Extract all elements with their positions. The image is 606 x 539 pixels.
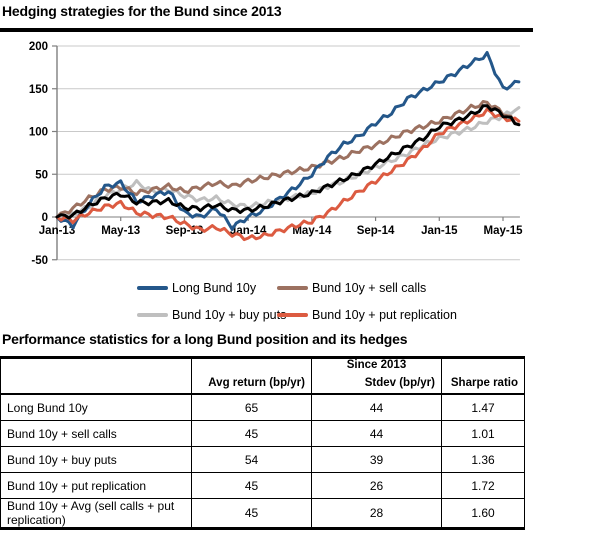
y-axis-label: 0 [42, 212, 48, 224]
strategy-label-cell: Bund 10y + sell calls [0, 420, 192, 447]
table-title: Performance statistics for a long Bund p… [2, 331, 408, 347]
series-line-bund-10y-buy-puts [55, 106, 521, 220]
strategy-label-cell: Bund 10y + put replication [0, 472, 192, 499]
x-axis-label: Sep-14 [357, 225, 395, 237]
table-row: Bund 10y + buy puts 54 39 1.36 [0, 446, 525, 473]
table-row: Bund 10y + put replication 45 26 1.72 [0, 472, 525, 499]
value-cell: 39 [311, 446, 442, 473]
y-axis-label: -50 [31, 255, 48, 267]
x-axis-label: Jan-13 [39, 225, 75, 237]
chart-legend: Long Bund 10y Bund 10y + sell calls Bund 1… [0, 274, 606, 328]
value-cell: 28 [311, 498, 442, 529]
strategy-label-cell: Bund 10y + buy puts [0, 446, 192, 473]
value-cell: 54 [191, 446, 312, 473]
x-axis-label: May-14 [292, 225, 332, 237]
strategy-label-cell: Bund 10y + Avg (sell calls + put replica… [0, 498, 192, 529]
value-cell: 1.36 [441, 446, 525, 473]
value-cell: 45 [191, 472, 312, 499]
x-axis-label: Jan-15 [421, 225, 458, 237]
performance-table: Avg return (bp/yr) Since 2013 Stdev (bp/y… [0, 356, 525, 530]
y-axis-label: 150 [29, 84, 48, 96]
x-axis-label: May-13 [101, 225, 140, 237]
legend-row: Bund 10y + buy puts Bund 10y + put replic… [0, 301, 606, 328]
series-line-bund-10y-put-replication [55, 107, 521, 242]
y-axis-label: 200 [29, 41, 48, 53]
y-axis-label: 100 [29, 127, 48, 139]
legend-item: Bund 10y + put replication [277, 308, 457, 322]
series-line-long-bund-10y [55, 51, 521, 231]
legend-item: Bund 10y + sell calls [277, 281, 426, 295]
strategy-label-cell: Long Bund 10y [0, 393, 192, 421]
value-cell: 1.01 [441, 420, 525, 447]
legend-label: Bund 10y + sell calls [312, 280, 427, 295]
legend-label: Bund 10y + buy puts [172, 307, 287, 322]
legend-line-swatch-icon [137, 285, 168, 290]
header-stdev: Since 2013 Stdev (bp/yr) [311, 357, 442, 395]
value-cell: 45 [191, 420, 312, 447]
table-header-row: Avg return (bp/yr) Since 2013 Stdev (bp/y… [0, 357, 525, 395]
legend-line-swatch-icon [277, 285, 308, 290]
table-row: Bund 10y + sell calls 45 44 1.01 [0, 420, 525, 447]
value-cell: 44 [311, 393, 442, 421]
value-cell: 1.47 [441, 393, 525, 421]
header-sharpe-ratio: Sharpe ratio [441, 357, 525, 395]
value-cell: 1.60 [441, 498, 525, 529]
group-header-since-2013: Since 2013 [346, 359, 407, 371]
value-cell: 65 [191, 393, 312, 421]
value-cell: 45 [191, 498, 312, 529]
x-axis-label: May-15 [484, 225, 524, 237]
series-line-bund-10y-avg-sell-calls-put-replication [55, 104, 521, 220]
legend-label: Bund 10y + put replication [312, 307, 457, 322]
legend-item: Long Bund 10y [137, 281, 277, 295]
legend-label: Long Bund 10y [172, 280, 257, 295]
value-cell: 26 [311, 472, 442, 499]
legend-line-swatch-icon [277, 312, 308, 317]
legend-line-swatch-icon [137, 312, 168, 317]
table-row: Bund 10y + Avg (sell calls + put replica… [0, 498, 525, 529]
title-rule [0, 28, 533, 32]
legend-item: Bund 10y + buy puts [137, 308, 286, 322]
header-avg-return: Avg return (bp/yr) [191, 357, 312, 395]
legend-row: Long Bund 10y Bund 10y + sell calls [0, 274, 606, 301]
y-axis-label: 50 [35, 169, 48, 181]
series-line-bund-10y-sell-calls [55, 100, 521, 219]
table-row: Long Bund 10y 65 44 1.47 [0, 393, 525, 421]
chart-title: Hedging strategies for the Bund since 20… [2, 3, 282, 19]
header-empty [0, 357, 192, 395]
value-cell: 1.72 [441, 472, 525, 499]
value-cell: 44 [311, 420, 442, 447]
